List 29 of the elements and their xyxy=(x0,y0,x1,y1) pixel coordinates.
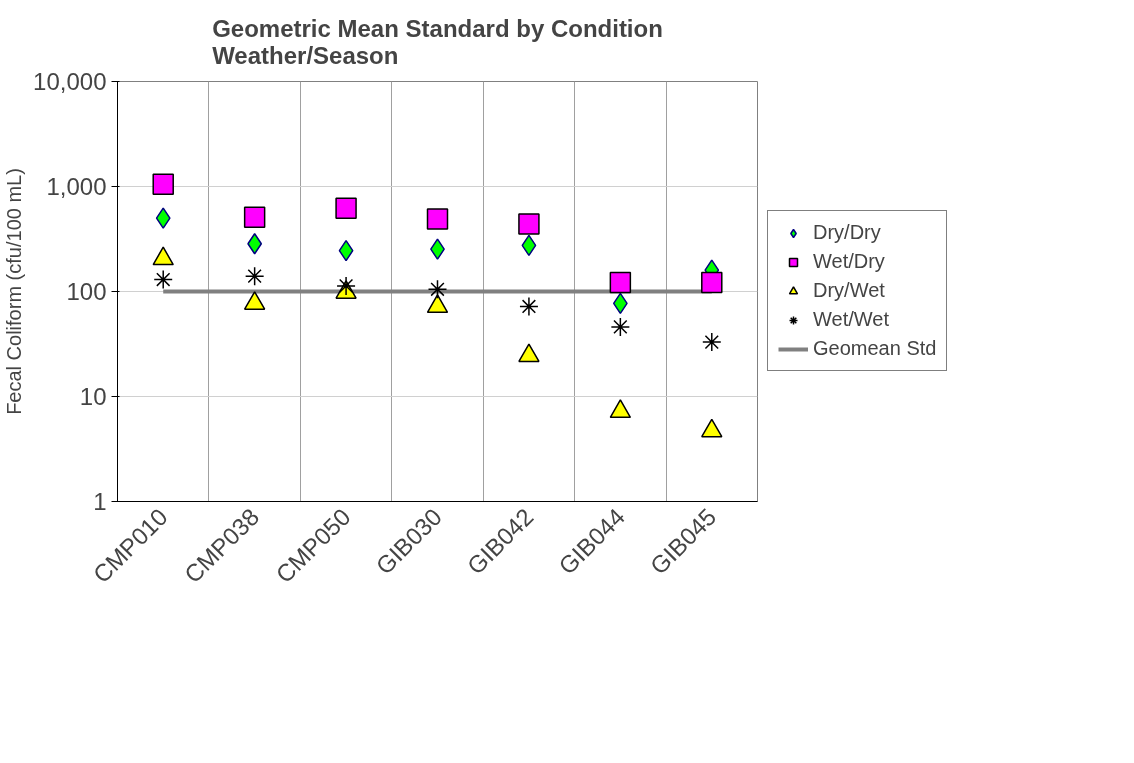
legend-label: Dry/Dry xyxy=(813,221,881,244)
point xyxy=(701,271,723,294)
point xyxy=(518,213,540,235)
point xyxy=(610,317,631,337)
y-tick-label: 100 xyxy=(66,278,107,305)
legend-label: Wet/Wet xyxy=(813,308,889,331)
y-tick-label: 10 xyxy=(79,383,107,410)
point xyxy=(244,266,265,286)
point xyxy=(518,343,540,363)
point xyxy=(609,399,632,418)
y-axis-title: Fecal Coliform (cfu/100 mL) xyxy=(3,168,26,415)
point xyxy=(243,206,266,228)
legend-label: Wet/Dry xyxy=(813,250,885,273)
point xyxy=(335,197,357,220)
point xyxy=(702,332,722,352)
y-tick-label: 1,000 xyxy=(46,173,107,200)
point xyxy=(153,269,173,290)
point xyxy=(155,207,171,229)
y-tick-label: 1 xyxy=(93,488,107,515)
point xyxy=(701,418,723,438)
legend-label: Dry/Wet xyxy=(813,279,885,302)
point xyxy=(427,279,448,300)
point xyxy=(519,296,539,317)
point xyxy=(426,208,449,230)
point xyxy=(152,173,174,196)
chart-title: Geometric Mean Standard by Condition Weather/Season xyxy=(212,15,663,69)
point xyxy=(609,271,632,294)
legend-label: Geomean Std xyxy=(813,337,937,360)
y-tick-label: 10,000 xyxy=(33,68,107,95)
